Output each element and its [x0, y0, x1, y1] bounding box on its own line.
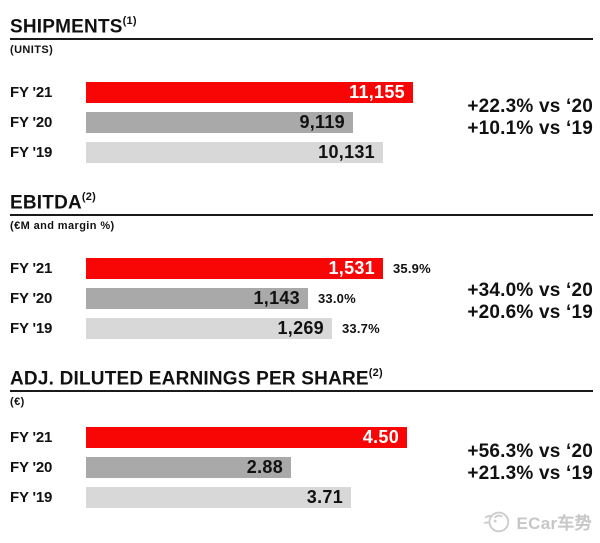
section-subtitle: (UNITS)	[10, 44, 54, 57]
eps-section: ADJ. DILUTED EARNINGS PER SHARE(2) (€) F…	[10, 364, 593, 517]
bar-row: FY '20 2.88	[10, 457, 593, 479]
bar-row: FY '20 9,119	[10, 112, 593, 134]
bar: 2.88	[86, 457, 291, 479]
bar: 11,155	[86, 82, 413, 104]
delta-line: +21.3% vs ‘19	[467, 463, 593, 484]
category-label: FY '19	[10, 489, 53, 507]
bar-row: FY '21 11,155	[10, 82, 593, 104]
section-title-text: SHIPMENTS	[10, 16, 123, 38]
delta-line: +20.6% vs ‘19	[467, 302, 593, 323]
footnote-marker: (2)	[81, 191, 96, 203]
ebitda-section: EBITDA(2) (€M and margin %) FY '21 1,531 3…	[10, 188, 593, 348]
section-subtitle: (€)	[10, 396, 25, 409]
category-label: FY '20	[10, 290, 53, 308]
category-label: FY '21	[10, 429, 53, 447]
bar-row: FY '20 1,143 33.0%	[10, 288, 593, 310]
section-title: SHIPMENTS(1)	[10, 12, 593, 41]
bar: 1,143	[86, 288, 308, 310]
bar: 3.71	[86, 487, 351, 509]
value-label: 2.88	[246, 457, 283, 478]
shipments-section: SHIPMENTS(1) (UNITS) FY '21 11,155 FY '20 9…	[10, 12, 593, 172]
delta-line: +34.0% vs ‘20	[467, 280, 593, 301]
bar-rows: FY '21 11,155 FY '20 9,119 FY '19 10,131	[10, 82, 593, 164]
car-circle-logo-icon	[483, 511, 509, 533]
bar: 1,531	[86, 258, 383, 280]
section-title: EBITDA(2)	[10, 188, 593, 217]
delta-line: +56.3% vs ‘20	[467, 441, 593, 462]
value-label: 1,531	[328, 258, 375, 279]
category-label: FY '20	[10, 114, 53, 132]
value-label: 10,131	[318, 142, 375, 163]
bar: 1,269	[86, 318, 332, 340]
category-label: FY '19	[10, 144, 53, 162]
bar-row: FY '21 4.50	[10, 427, 593, 449]
value-label: 4.50	[362, 427, 399, 448]
bar-row: FY '21 1,531 35.9%	[10, 258, 593, 280]
bar-row: FY '19 3.71	[10, 487, 593, 509]
footnote-marker: (1)	[122, 15, 137, 27]
value-label: 3.71	[306, 487, 343, 508]
delta-line: +22.3% vs ‘20	[467, 96, 593, 117]
footnote-marker: (2)	[368, 367, 383, 379]
brand-watermark: ECar车势	[482, 506, 593, 536]
value-label: 11,155	[349, 82, 405, 103]
delta-annotations: +56.3% vs ‘20 +21.3% vs ‘19	[467, 441, 593, 485]
section-title-text: EBITDA	[10, 192, 82, 214]
margin-label: 33.0%	[318, 291, 356, 307]
category-label: FY '19	[10, 320, 53, 338]
delta-annotations: +34.0% vs ‘20 +20.6% vs ‘19	[467, 280, 593, 324]
bar-row: FY '19 1,269 33.7%	[10, 318, 593, 340]
category-label: FY '21	[10, 84, 53, 102]
delta-annotations: +22.3% vs ‘20 +10.1% vs ‘19	[467, 96, 593, 140]
margin-label: 35.9%	[393, 261, 431, 277]
section-subtitle: (€M and margin %)	[10, 220, 115, 233]
section-title-text: ADJ. DILUTED EARNINGS PER SHARE	[10, 368, 369, 390]
bar: 9,119	[86, 112, 353, 134]
category-label: FY '21	[10, 260, 53, 278]
value-label: 1,143	[253, 288, 300, 309]
margin-label: 33.7%	[342, 321, 380, 337]
bar: 4.50	[86, 427, 407, 449]
bar-rows: FY '21 4.50 FY '20 2.88 FY '19 3.71	[10, 427, 593, 509]
brand-name: ECar车势	[516, 513, 592, 533]
category-label: FY '20	[10, 459, 53, 477]
value-label: 1,269	[277, 318, 324, 339]
bar-row: FY '19 10,131	[10, 142, 593, 164]
delta-line: +10.1% vs ‘19	[467, 118, 593, 139]
section-title: ADJ. DILUTED EARNINGS PER SHARE(2)	[10, 364, 593, 393]
bar: 10,131	[86, 142, 383, 164]
value-label: 9,119	[299, 112, 345, 133]
bar-rows: FY '21 1,531 35.9% FY '20 1,143 33.0% FY '19 1,…	[10, 258, 593, 340]
